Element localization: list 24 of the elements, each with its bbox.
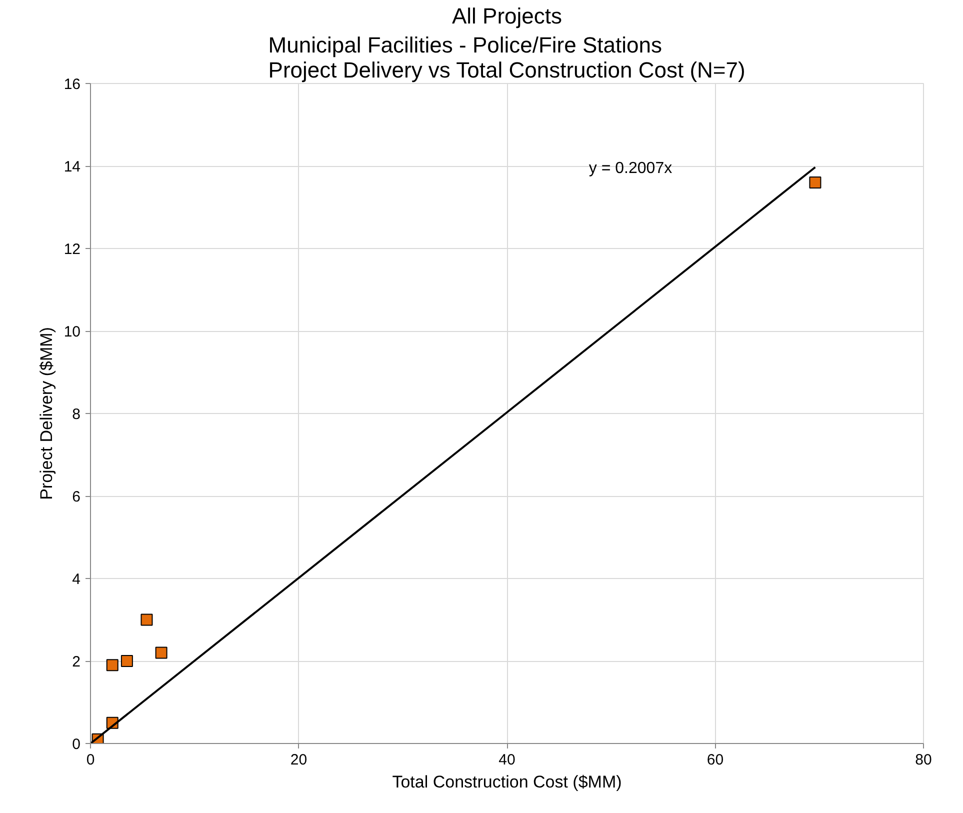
- chart-title: All Projects: [452, 4, 562, 28]
- point: [120, 655, 133, 667]
- x-axis-title: Total Construction Cost ($MM): [392, 772, 622, 792]
- y-tick-label: 0: [72, 736, 80, 753]
- y-axis-title: Project Delivery ($MM): [36, 327, 56, 500]
- x-tick-label: 60: [706, 752, 724, 768]
- point: [140, 614, 153, 626]
- y-tick-label: 8: [72, 406, 80, 423]
- y-tick-label: 4: [72, 571, 80, 588]
- x-tick-label: 20: [290, 752, 308, 768]
- x-tick-label: 80: [915, 752, 932, 768]
- y-tick-label: 14: [64, 158, 81, 176]
- point: [809, 176, 822, 188]
- chart-subtitle: Municipal Facilities - Police/Fire Stations Project Delivery vs Total Construction Cost (N=7): [268, 32, 746, 82]
- point: [106, 659, 118, 672]
- x-tick-label: 0: [86, 752, 95, 768]
- y-tick-label: 6: [72, 488, 80, 506]
- annotation: y = 0.2007x: [588, 160, 672, 177]
- y-tick-label: 16: [64, 76, 81, 93]
- y-tick-label: 12: [64, 241, 81, 258]
- y-tick-label: 2: [72, 654, 80, 670]
- point: [155, 646, 168, 659]
- y-tick-label: 10: [64, 324, 81, 340]
- x-tick-label: 40: [498, 752, 516, 768]
